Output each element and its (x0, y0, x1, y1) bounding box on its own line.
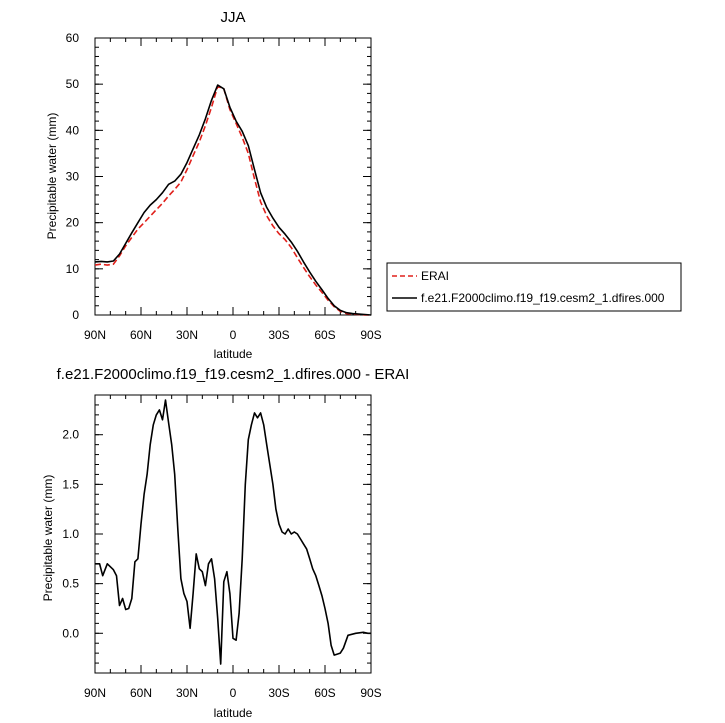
top-series-line-1 (94, 84, 372, 316)
bottom-x-tick-label: 60S (314, 686, 335, 700)
bottom-x-tick-label: 30N (176, 686, 198, 700)
top-y-tick-label: 10 (66, 262, 80, 276)
bottom-y-tick-label: 0.5 (62, 577, 79, 591)
legend-label-model: f.e21.F2000climo.f19_f19.cesm2_1.dfires.… (421, 291, 665, 305)
bottom-y-tick-label: 1.0 (62, 527, 79, 541)
bottom-y-axis-title: Precipitable water (mm) (41, 475, 55, 602)
bottom-plot-title: f.e21.F2000climo.f19_f19.cesm2_1.dfires.… (57, 366, 410, 383)
top-y-tick-label: 60 (66, 31, 80, 45)
top-x-tick-label: 60N (130, 328, 152, 342)
bottom-y-tick-label: 0.0 (62, 626, 79, 640)
legend: ERAI f.e21.F2000climo.f19_f19.cesm2_1.df… (386, 262, 682, 312)
bottom-x-tick-label: 90S (360, 686, 381, 700)
top-plot-title: JJA (220, 9, 245, 26)
top-y-tick-label: 0 (72, 308, 79, 322)
top-x-tick-label: 90S (360, 328, 381, 342)
top-x-tick-label: 60S (314, 328, 335, 342)
bottom-x-tick-label: 0 (230, 686, 237, 700)
top-x-tick-label: 30S (268, 328, 289, 342)
bottom-x-axis-title: latitude (214, 706, 253, 720)
top-plot: 90N 60N 30N 0 30S 60S 90S 0 10 20 30 40 50 60 (66, 31, 382, 342)
top-x-tick-label: 30N (176, 328, 198, 342)
top-series-line-0 (94, 85, 371, 316)
bottom-x-tick-label: 30S (268, 686, 289, 700)
top-y-axis-title: Precipitable water (mm) (45, 113, 59, 240)
top-x-tick-label: 90N (84, 328, 106, 342)
bottom-y-tick-label: 2.0 (62, 428, 79, 442)
top-y-tick-label: 50 (66, 77, 80, 91)
top-plot-frame (94, 37, 372, 316)
legend-label-erai: ERAI (421, 269, 449, 283)
top-x-axis-title: latitude (214, 347, 253, 361)
top-y-tick-label: 40 (66, 123, 80, 137)
bottom-plot: 90N 60N 30N 0 30S 60S 90S 0.0 0.5 1.0 1.5 2.0 (62, 394, 382, 700)
top-y-tick-label: 20 (66, 216, 80, 230)
bottom-y-tick-label: 1.5 (62, 477, 79, 491)
top-x-tick-label: 0 (230, 328, 237, 342)
bottom-x-tick-label: 90N (84, 686, 106, 700)
bottom-series-line-0 (95, 399, 371, 665)
legend-box (386, 262, 682, 312)
bottom-x-tick-label: 60N (130, 686, 152, 700)
top-y-tick-label: 30 (66, 170, 80, 184)
